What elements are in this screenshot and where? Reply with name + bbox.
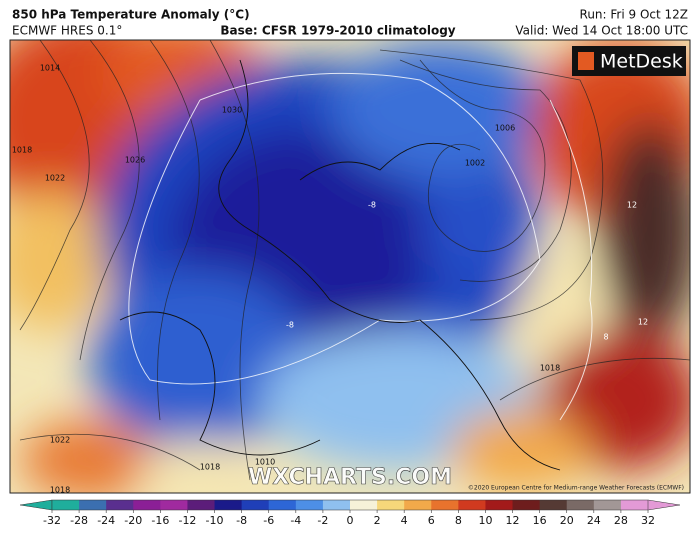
- colorbar-tick-label: 10: [478, 514, 492, 527]
- watermark: WXCHARTS.COM: [248, 465, 452, 490]
- colorbar-segment: [539, 500, 568, 510]
- colorbar-segment: [133, 500, 161, 510]
- colorbar-tick-label: -12: [178, 514, 196, 527]
- isobar-label: 1018: [12, 146, 32, 155]
- colorbar-tick-label: 12: [506, 514, 520, 527]
- colorbar-tick-label: 0: [347, 514, 354, 527]
- run: Run: Fri 9 Oct 12Z: [580, 8, 688, 22]
- isobar-label: 1010: [255, 458, 275, 467]
- map-frame: [9, 39, 691, 494]
- title: 850 hPa Temperature Anomaly (°C): [12, 8, 250, 22]
- isobar-label: 1026: [125, 156, 145, 165]
- colorbar-tick-label: -2: [317, 514, 328, 527]
- colorbar: -32 -28 -24 -20 -16 -12 -10 -8 -6 -4 -2 0 2 4 6 8 10 12 16…: [19, 499, 681, 527]
- colorbar-tick-label: -16: [151, 514, 169, 527]
- isobar-label: 1018: [540, 364, 560, 373]
- colorbar-tick-label: -4: [290, 514, 301, 527]
- map-labels: 1014 1018 1022 1026 1030 1006 1002 1018 1022 1018…: [12, 64, 648, 495]
- colorbar-segment: [106, 500, 134, 510]
- colorbar-tick-label: 4: [401, 514, 408, 527]
- colorbar-segment: [458, 500, 486, 510]
- isobar-label: 1018: [200, 463, 220, 472]
- colorbar-segment: [620, 500, 649, 510]
- colorbar-tick-label: 32: [641, 514, 655, 527]
- colorbar-segment: [241, 500, 270, 510]
- base: Base: CFSR 1979-2010 climatology: [220, 24, 455, 38]
- model: ECMWF HRES 0.1°: [12, 24, 122, 38]
- brand-icon: [578, 52, 594, 70]
- colorbar-tick-label: -28: [70, 514, 88, 527]
- anomaly-label: 8: [603, 333, 608, 342]
- copyright: ©2020 European Centre for Medium-range W…: [468, 485, 684, 492]
- colorbar-tick-label: -24: [97, 514, 115, 527]
- isobar-label: 1014: [40, 64, 60, 73]
- isobar-label: 1022: [50, 436, 70, 445]
- brand: MetDesk: [600, 51, 683, 73]
- colorbar-tick-label: -20: [124, 514, 142, 527]
- colorbar-segment: [322, 500, 351, 510]
- anomaly-label: 12: [638, 318, 648, 327]
- colorbar-segment: [295, 500, 324, 510]
- colorbar-arrow-high: [647, 499, 681, 511]
- colorbar-tick-label: -32: [43, 514, 61, 527]
- colorbar-segment: [431, 500, 459, 510]
- isobar-label: 1018: [50, 486, 70, 495]
- colorbar-segment: [79, 500, 107, 510]
- isobar-label: 1002: [465, 159, 485, 168]
- colorbar-tick-label: -6: [263, 514, 274, 527]
- isobar-label: 1030: [222, 106, 242, 115]
- colorbar-segment: [566, 500, 595, 510]
- colorbar-segment: [268, 500, 297, 510]
- valid: Valid: Wed 14 Oct 18:00 UTC: [515, 24, 688, 38]
- colorbar-segment: [485, 500, 514, 510]
- anomaly-label: -8: [286, 321, 294, 330]
- colorbar-segment: [160, 500, 188, 510]
- anomaly-label: -8: [368, 201, 376, 210]
- colorbar-tick-label: 20: [560, 514, 574, 527]
- colorbar-tick-label: 6: [428, 514, 435, 527]
- colorbar-tick-label: 8: [455, 514, 462, 527]
- colorbar-tick-label: -8: [236, 514, 247, 527]
- colorbar-segment: [593, 500, 622, 510]
- colorbar-arrow-low: [19, 499, 53, 511]
- colorbar-segment: [377, 500, 405, 510]
- colorbar-tick-label: 28: [614, 514, 628, 527]
- colorbar-segment: [404, 500, 432, 510]
- colorbar-tick-label: 16: [533, 514, 547, 527]
- colorbar-segment: [52, 500, 80, 510]
- colorbar-tick-label: 24: [587, 514, 601, 527]
- isobar-label: 1006: [495, 124, 515, 133]
- map: [10, 40, 690, 493]
- colorbar-tick-label: -10: [206, 514, 224, 527]
- colorbar-segment: [512, 500, 541, 510]
- colorbar-segment: [350, 500, 378, 510]
- anomaly-label: 12: [627, 201, 637, 210]
- colorbar-segment: [214, 500, 243, 510]
- isobar-label: 1022: [45, 174, 65, 183]
- colorbar-segment: [187, 500, 216, 510]
- colorbar-tick-label: 2: [374, 514, 381, 527]
